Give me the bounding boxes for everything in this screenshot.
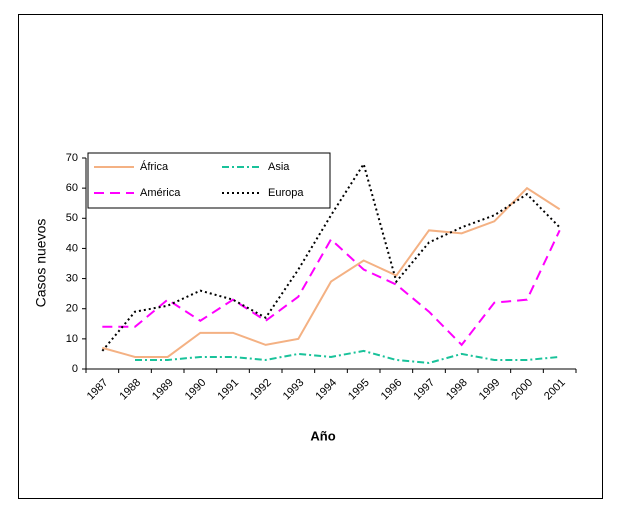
y-tick-label: 20 <box>66 303 78 315</box>
series-line <box>102 186 561 358</box>
series-line <box>102 229 561 347</box>
legend-label: África <box>140 160 169 173</box>
y-axis-label: Casos nuevos <box>33 219 49 308</box>
series-line <box>101 161 561 352</box>
legend-label: Europa <box>268 187 304 199</box>
legend-label: Asia <box>268 161 290 173</box>
y-tick-label: 0 <box>72 363 78 375</box>
y-tick-label: 60 <box>66 182 78 194</box>
y-tick-label: 30 <box>66 272 78 284</box>
chart-frame <box>18 14 603 499</box>
y-tick-label: 70 <box>66 152 78 164</box>
series-line <box>135 349 560 364</box>
y-tick-label: 40 <box>66 242 78 254</box>
legend-label: América <box>140 187 181 199</box>
y-tick-label: 10 <box>66 333 78 345</box>
y-tick-label: 50 <box>66 212 78 224</box>
x-axis-label: Año <box>310 428 335 443</box>
legend-box <box>87 152 331 209</box>
